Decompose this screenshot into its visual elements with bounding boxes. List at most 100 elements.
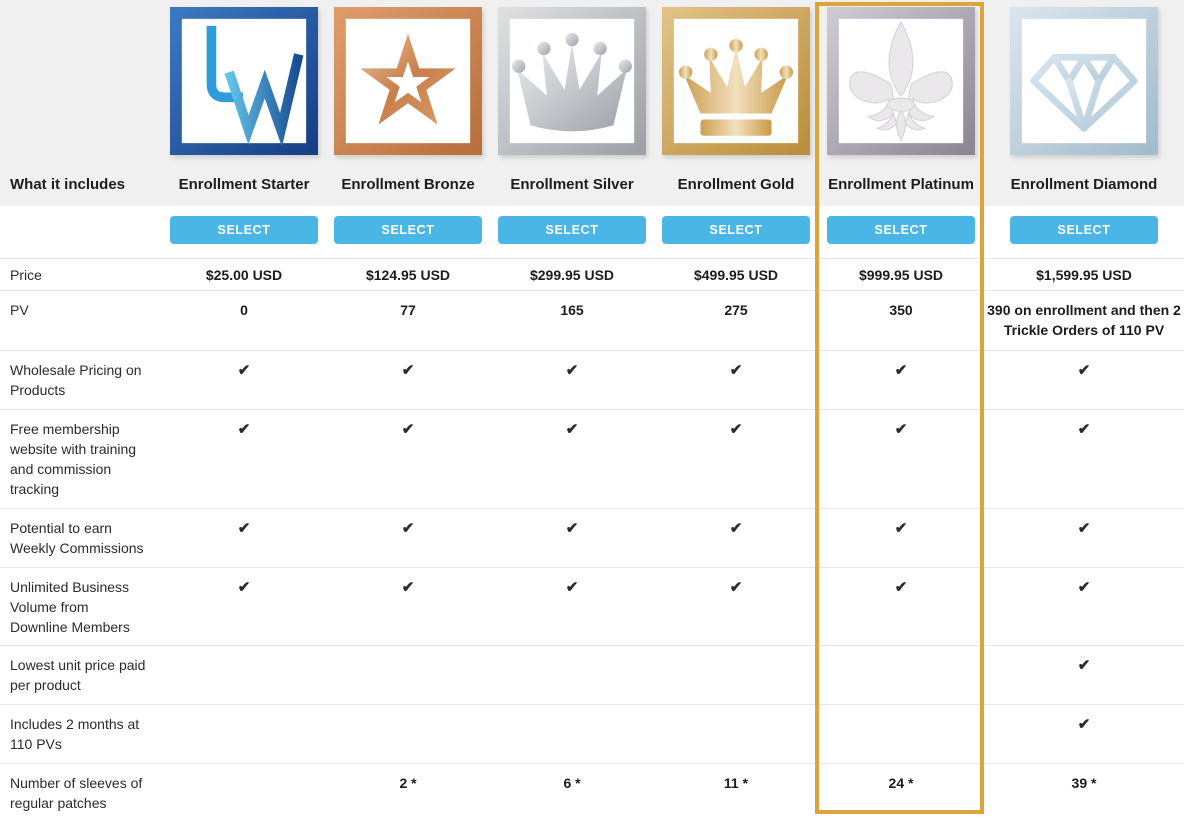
checkmark-icon: ✔ [1077,716,1091,733]
feature-check-cell: ✔ [490,509,654,539]
row-label: Free membership website with training an… [10,421,137,497]
value-cell [490,705,654,714]
checkmark-icon: ✔ [1077,362,1091,379]
select-row: SELECT SELECT SELECT SELECT SELECT SELEC… [0,206,1184,258]
feature-check-cell: ✔ [984,410,1184,440]
checkmark-icon: ✔ [565,520,579,537]
select-button-bronze[interactable]: SELECT [334,216,482,244]
value-cell: 24 * [888,775,914,791]
value-cell [162,764,326,773]
value-cell [162,705,326,714]
diamond-icon [984,0,1184,156]
value-cell: $124.95 USD [365,267,451,283]
table-row: Price $25.00 USD $124.95 USD $299.95 USD $49… [0,258,1184,290]
feature-check-cell: ✔ [984,568,1184,598]
feature-check-cell: ✔ [162,410,326,440]
select-button-platinum[interactable]: SELECT [827,216,975,244]
column-title-starter: Enrollment Starter [178,176,310,193]
checkmark-icon: ✔ [401,579,415,596]
value-cell: $25.00 USD [205,267,283,283]
select-row-spacer [0,206,162,258]
feature-check-cell: ✔ [654,410,818,440]
feature-check-cell: ✔ [162,351,326,381]
corner-label: What it includes [10,176,126,193]
value-cell [326,646,490,655]
column-title-bronze: Enrollment Bronze [341,176,475,193]
feature-check-cell: ✔ [326,410,490,440]
checkmark-icon: ✔ [401,520,415,537]
checkmark-icon: ✔ [1077,421,1091,438]
row-label: Unlimited Business Volume from Downline … [10,579,130,635]
feature-check-cell: ✔ [984,705,1184,735]
feature-check-cell: ✔ [326,568,490,598]
checkmark-icon: ✔ [729,579,743,596]
table-row: Wholesale Pricing on Products ✔ ✔ ✔ ✔ ✔ ✔ [0,350,1184,409]
value-cell: 2 * [399,775,417,791]
value-cell: 275 [724,302,748,318]
checkmark-icon: ✔ [565,421,579,438]
column-title-platinum: Enrollment Platinum [828,176,974,193]
table-row: Potential to earn Weekly Commissions ✔ ✔ ✔ ✔… [0,508,1184,567]
value-cell: 0 [240,302,248,318]
checkmark-icon: ✔ [237,421,251,438]
feature-check-cell: ✔ [654,351,818,381]
feature-check-cell: ✔ [654,568,818,598]
table-row: Unlimited Business Volume from Downline … [0,567,1184,645]
checkmark-icon: ✔ [894,362,908,379]
row-label: Includes 2 months at 110 PVs [10,716,140,752]
checkmark-icon: ✔ [237,579,251,596]
value-cell: 390 on enrollment and then 2 Trickle Ord… [987,302,1181,338]
row-label: Number of sleeves of regular patches [10,775,143,811]
feature-check-cell: ✔ [490,410,654,440]
table-row: Includes 2 months at 110 PVs ✔ [0,704,1184,763]
column-title-gold: Enrollment Gold [677,176,795,193]
feature-rows: Price $25.00 USD $124.95 USD $299.95 USD $49… [0,258,1184,820]
value-cell: 6 * [563,775,581,791]
row-label: Lowest unit price paid per product [10,657,146,693]
bronze-star-icon [326,0,490,156]
feature-check-cell: ✔ [162,568,326,598]
checkmark-icon: ✔ [237,362,251,379]
column-title-silver: Enrollment Silver [510,176,634,193]
table-row: PV 0 77 165 275 350 390 on enrollment and then… [0,290,1184,350]
checkmark-icon: ✔ [1077,520,1091,537]
checkmark-icon: ✔ [237,520,251,537]
value-cell [654,705,818,714]
feature-check-cell: ✔ [818,509,984,539]
select-button-diamond[interactable]: SELECT [1010,216,1158,244]
lw-logo-icon [162,0,326,156]
value-cell: 350 [889,302,913,318]
select-button-gold[interactable]: SELECT [662,216,810,244]
select-button-silver[interactable]: SELECT [498,216,646,244]
table-header-band: What it includes Enrollment Starter Enro… [0,0,1184,206]
value-cell [490,646,654,655]
row-label: PV [10,302,29,318]
value-cell: $1,599.95 USD [1036,267,1132,283]
value-cell: 11 * [723,775,749,791]
select-button-starter[interactable]: SELECT [170,216,318,244]
feature-check-cell: ✔ [326,509,490,539]
checkmark-icon: ✔ [729,362,743,379]
checkmark-icon: ✔ [401,362,415,379]
row-label: Wholesale Pricing on Products [10,362,142,398]
feature-check-cell: ✔ [326,351,490,381]
checkmark-icon: ✔ [401,421,415,438]
checkmark-icon: ✔ [565,362,579,379]
value-cell [654,646,818,655]
feature-check-cell: ✔ [984,646,1184,676]
value-cell: 39 * [1071,775,1097,791]
feature-check-cell: ✔ [162,509,326,539]
checkmark-icon: ✔ [565,579,579,596]
feature-check-cell: ✔ [818,410,984,440]
checkmark-icon: ✔ [894,421,908,438]
value-cell [818,705,984,714]
silver-crown-icon [490,0,654,156]
checkmark-icon: ✔ [729,421,743,438]
gold-crown-icon [654,0,818,156]
value-cell: 165 [560,302,584,318]
row-label: Price [10,267,42,283]
table-row: Number of sleeves of regular patches 2 * 6… [0,763,1184,820]
titles-row: What it includes Enrollment Starter Enro… [0,163,1184,206]
platinum-fleur-de-lis-icon [818,0,984,156]
